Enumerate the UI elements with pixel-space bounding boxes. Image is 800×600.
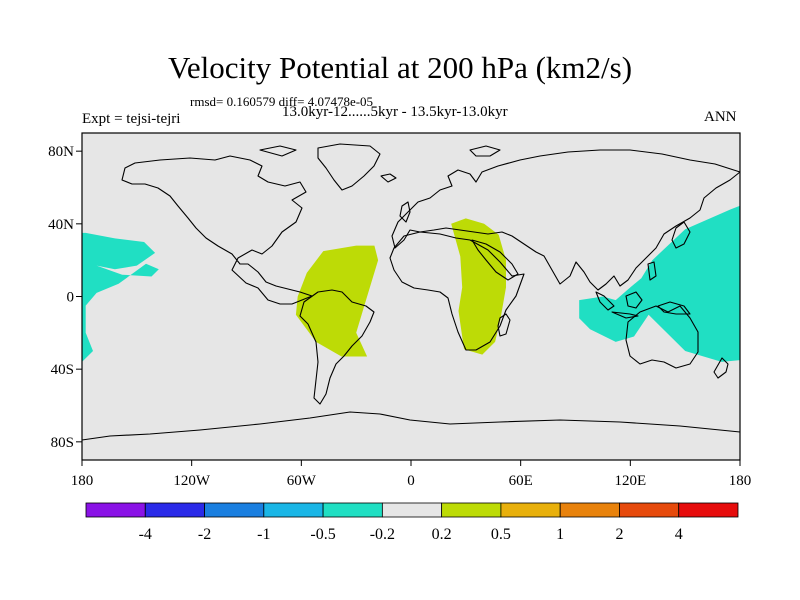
colorbar-label: -0.2 [370,526,395,543]
coastline-philippines [647,261,657,281]
colorbar-swatch [85,502,146,518]
colorbar-swatch [678,502,739,518]
coastline-australia [625,305,699,369]
coastline-madagascar [497,313,511,337]
coastline-new-guinea [657,301,691,315]
colorbar-swatch [619,502,680,518]
x-tick-label: 60E [509,473,533,489]
colorbar-label: -4 [139,526,152,543]
y-tick-label: 40N [48,217,74,233]
colorbar-swatch [204,502,265,518]
region-north-pacific-negative [82,232,159,362]
coastline-java [611,311,639,319]
coastline-south-america [299,289,375,405]
colorbar-swatch [500,502,561,518]
colorbar: -4 -2 -1 -0.5 -0.2 0.2 0.5 1 2 4 [85,502,739,543]
x-tick-label: 180 [71,473,94,489]
x-tick-label: 60W [287,473,317,489]
y-tick-label: 40S [51,362,74,378]
coastline-britain [399,201,411,223]
region-indian-ocean-positive [451,218,506,355]
season-label: ANN [704,109,737,125]
colorbar-label: 2 [615,526,623,543]
y-tick-label: 0 [67,290,75,306]
rmsd-diff-stats: rmsd= 0.160579 diff= 4.07478e-05 [190,94,374,109]
colorbar-label: -1 [257,526,270,543]
x-tick-label: 180 [729,473,752,489]
colorbar-label: -0.5 [310,526,335,543]
coastline-africa [389,231,525,351]
colorbar-swatch [441,502,502,518]
coastline-borneo [625,291,643,309]
colorbar-swatch [381,502,443,518]
colorbar-label: 0.5 [491,526,511,543]
anomaly-regions [82,205,740,362]
coastline-greenland [317,143,381,191]
colorbar-swatch [144,502,205,518]
y-tick-label: 80S [51,435,74,451]
coastline-new-zealand [713,357,729,379]
y-tick-label: 80N [48,144,74,160]
plot-title: Velocity Potential at 200 hPa (km2/s) [167,50,633,85]
x-tick-label: 0 [407,473,415,489]
coastline-iceland [380,173,397,183]
colorbar-label: 1 [556,526,564,543]
region-west-pacific-negative [579,205,740,362]
coastline-eurasia [391,149,741,291]
coastline-arctic-islands [259,145,501,157]
coastline-japan [671,221,691,249]
colorbar-swatch [263,502,324,518]
region-atlantic-positive [295,245,379,357]
coastline-arabia [471,239,519,281]
colorbar-label: -2 [198,526,211,543]
coastline-north-america [121,155,313,305]
coastline-sumatra [595,291,615,311]
x-tick-label: 120E [614,473,646,489]
colorbar-label: 0.2 [432,526,452,543]
coastline-antarctica [81,411,741,441]
period-label: 13.0kyr-12......5kyr - 13.5kyr-13.0kyr [282,104,508,120]
coastlines [81,143,741,441]
x-tick-label: 120W [173,473,211,489]
axis-ticks: 180 120W 60W 0 60E 120E 180 80N 40N 0 40S 80S [48,144,751,489]
experiment-label: Expt = tejsi-tejri [82,111,181,127]
colorbar-swatch [322,502,383,518]
colorbar-swatch [559,502,620,518]
colorbar-label: 4 [675,526,683,543]
